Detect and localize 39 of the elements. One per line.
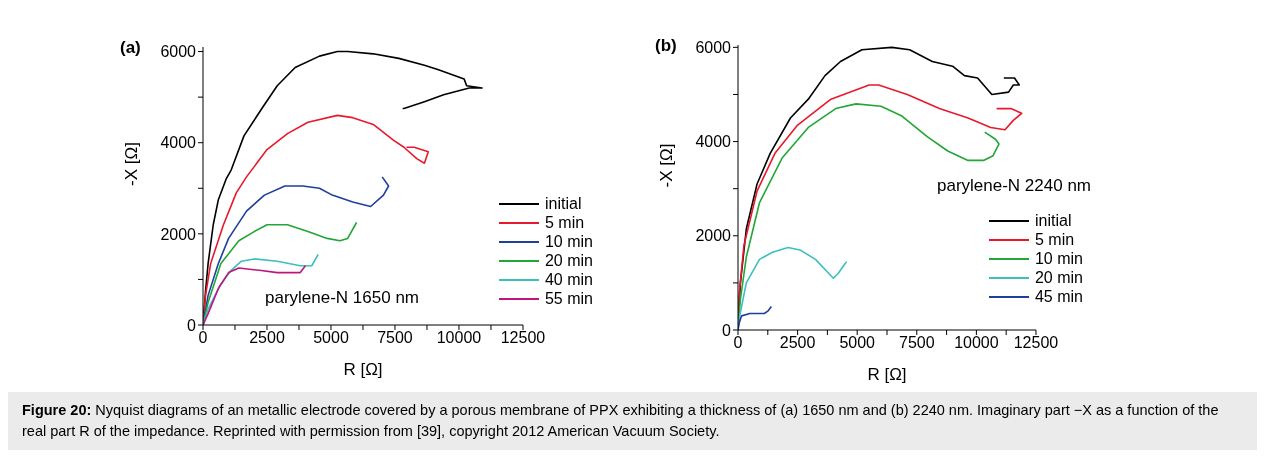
- legend-label: 5 min: [1034, 230, 1075, 249]
- x-tick-label: 12500: [500, 329, 546, 347]
- y-tick-label: 6000: [160, 43, 197, 61]
- text: (a): [120, 38, 141, 58]
- legend-label: initial: [1034, 211, 1072, 230]
- x-tick-label: 2500: [249, 329, 285, 347]
- text: (b): [655, 36, 677, 56]
- legend-label: 5 min: [544, 213, 585, 232]
- legend-label: 40 min: [544, 270, 593, 289]
- y-axis-title: -X [Ω]: [122, 142, 142, 186]
- legend-label: 10 min: [1034, 249, 1083, 268]
- y-tick-label: 0: [187, 316, 197, 334]
- y-tick-label: 4000: [695, 133, 732, 151]
- x-axis-title: R [Ω]: [343, 360, 383, 379]
- y-axis-title: -X [Ω]: [657, 143, 677, 188]
- x-tick-label: 12500: [1013, 334, 1059, 352]
- legend-label: 20 min: [544, 251, 593, 270]
- x-tick-label: 10000: [436, 329, 482, 347]
- annotation: parylene-N 1650 nm: [265, 288, 420, 308]
- legend-label: 20 min: [1034, 268, 1083, 287]
- legend-label: 10 min: [544, 232, 593, 251]
- y-tick-label: 2000: [695, 227, 732, 245]
- legend-label: initial: [544, 194, 582, 213]
- y-tick-label: 6000: [695, 39, 732, 57]
- x-tick-label: 10000: [954, 334, 999, 352]
- x-tick-label: 0: [198, 329, 208, 347]
- legend-label: 45 min: [1034, 287, 1083, 306]
- x-axis-title: R [Ω]: [867, 365, 907, 384]
- caption: Figure 20: Nyquist diagrams of an metallic electrode covered by a porous membrane of PPX exhibiting a thickness of (a) 1650 nm and (b) 2240 nm. Imaginary part −X as a function of the real part R of the impedance. Reprinted with permission from [39], copyright 2012 American Vacuum Society.: [8, 392, 1257, 450]
- y-tick-label: 2000: [160, 225, 197, 243]
- x-tick-label: 7500: [898, 334, 935, 352]
- x-tick-label: 7500: [377, 329, 413, 347]
- annotation: parylene-N 2240 nm: [937, 176, 1092, 196]
- x-tick-label: 2500: [779, 334, 816, 352]
- y-tick-label: 4000: [160, 134, 197, 152]
- x-tick-label: 5000: [313, 329, 349, 347]
- x-tick-label: 0: [733, 334, 743, 352]
- x-tick-label: 5000: [839, 334, 876, 352]
- legend-label: 55 min: [544, 289, 593, 308]
